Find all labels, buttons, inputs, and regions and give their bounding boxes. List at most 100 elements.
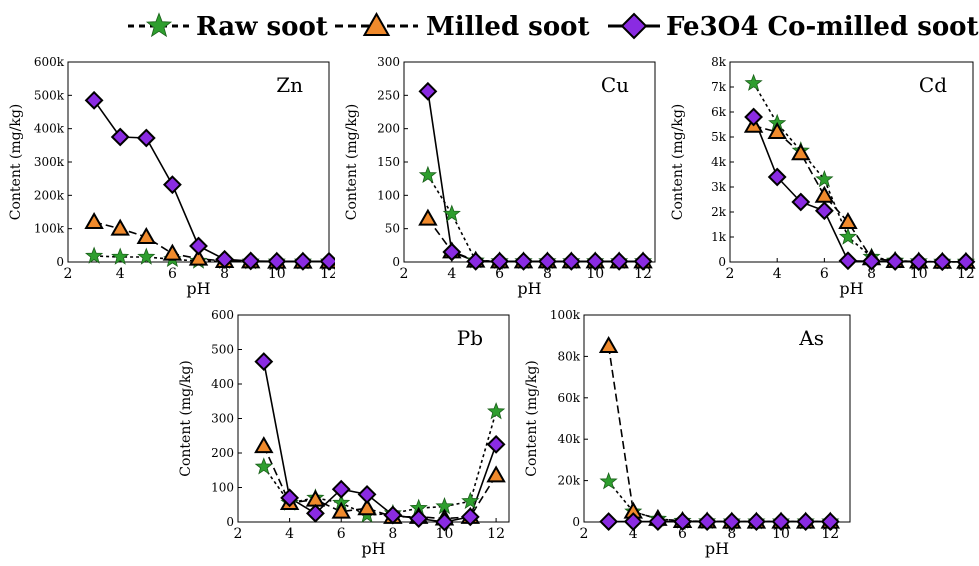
- series-line-1: [607, 345, 831, 523]
- series-2-point-5: [722, 512, 742, 532]
- y-tick-label: 20k: [557, 474, 580, 488]
- panel-title: Cu: [601, 73, 629, 97]
- y-tick-label: 7k: [711, 80, 727, 94]
- series-2-point-7: [585, 251, 605, 271]
- y-axis-label: Content (mg/kg): [8, 104, 24, 220]
- y-tick-label: 500k: [34, 88, 65, 102]
- series-2-point-1: [623, 512, 643, 532]
- y-tick-label: 250: [377, 88, 400, 102]
- series-2-point-9: [319, 251, 339, 271]
- series-2-point-9: [633, 251, 653, 271]
- chart-svg-cu: 0 50 100 150 200 250 300 2 4 6 8 10 12 pH Content (mg/…: [344, 55, 656, 298]
- series-line-0: [752, 82, 966, 263]
- series-2-point-6: [746, 512, 766, 532]
- series-1-point-1: [110, 218, 130, 236]
- x-tick-label: 2: [726, 266, 735, 282]
- series-1-point-2: [305, 489, 326, 507]
- y-tick-label: 300k: [34, 155, 65, 169]
- x-tick-label: 12: [634, 266, 652, 282]
- y-tick-label: 4k: [711, 155, 727, 169]
- y-tick-label: 8k: [711, 55, 727, 69]
- x-tick-label: 6: [337, 526, 346, 542]
- chart-panel-cd: 0 1k 2k 3k 4k 5k 6k 7k 8k 2 4 6 8 10 12 pH Content (mg/k…: [662, 52, 979, 302]
- series-2-point-3: [162, 175, 182, 195]
- series-2-point-9: [956, 252, 976, 272]
- series-2-point-1: [110, 127, 130, 147]
- x-tick-label: 6: [495, 266, 504, 282]
- y-tick-label: 60k: [557, 391, 580, 405]
- series-2-point-6: [885, 252, 905, 271]
- series-2-point-3: [814, 201, 834, 221]
- y-tick-label: 5k: [711, 130, 727, 144]
- series-1-point-3: [162, 243, 183, 261]
- x-tick-label: 12: [320, 266, 335, 282]
- x-tick-label: 4: [629, 526, 638, 542]
- y-tick-label: 600k: [34, 55, 65, 69]
- panel-title: Cd: [919, 73, 947, 97]
- series-2-point-8: [460, 507, 480, 527]
- x-tick-label: 2: [234, 526, 243, 542]
- series-1-point-1: [767, 121, 787, 139]
- series-0-point-0: [418, 165, 437, 184]
- y-tick-label: 100: [377, 188, 400, 202]
- y-tick-label: 3k: [711, 180, 727, 194]
- series-0-point-1: [442, 204, 461, 222]
- series-line-1: [263, 445, 497, 520]
- x-tick-label: 2: [64, 266, 73, 282]
- series-2-point-8: [609, 251, 629, 271]
- series-2-point-7: [771, 512, 791, 532]
- series-2-point-0: [254, 352, 274, 371]
- series-line-1: [753, 125, 966, 263]
- x-tick-label: 10: [772, 526, 790, 542]
- chart-panel-zn: 0 100k 200k 300k 400k 500k 600k 2 4 6 8 10 12 pH Conte…: [0, 52, 339, 302]
- series-2-point-4: [514, 251, 533, 271]
- x-tick-label: 10: [268, 266, 286, 282]
- y-tick-label: 400k: [34, 122, 65, 136]
- series-2-point-5: [383, 505, 403, 525]
- series-0-point-1: [111, 247, 130, 265]
- series-0-point-4: [838, 227, 858, 245]
- series-2-point-8: [932, 252, 952, 272]
- legend-marker-point-1: [362, 11, 391, 36]
- chart-panel-pb: 0 100 200 300 400 500 600 2 4 6 8 10 12 pH Content (mg…: [170, 305, 515, 562]
- x-tick-label: 4: [285, 526, 294, 542]
- y-tick-label: 200: [377, 122, 400, 136]
- series-2-point-4: [357, 484, 377, 504]
- x-tick-label: 6: [820, 266, 829, 282]
- series-line-0: [607, 481, 831, 523]
- x-axis-label: pH: [361, 539, 385, 558]
- y-tick-label: 2k: [711, 205, 727, 219]
- series-2-point-0: [599, 512, 619, 532]
- series-2-point-4: [189, 236, 208, 256]
- series-1-point-3: [331, 501, 351, 519]
- x-tick-label: 12: [821, 526, 839, 542]
- series-2-point-7: [909, 252, 929, 272]
- x-tick-label: 4: [116, 266, 125, 282]
- series-2-point-5: [862, 251, 881, 271]
- y-axis-label: Content (mg/kg): [178, 360, 194, 476]
- series-0-point-0: [85, 246, 104, 264]
- x-tick-label: 8: [867, 266, 876, 282]
- y-tick-label: 100: [211, 481, 234, 495]
- y-tick-label: 0: [392, 255, 400, 269]
- series-2-point-7: [435, 512, 454, 532]
- y-tick-label: 50: [385, 222, 400, 236]
- y-tick-label: 0: [718, 255, 726, 269]
- x-axis-label: pH: [705, 539, 729, 558]
- chart-svg-pb: 0 100 200 300 400 500 600 2 4 6 8 10 12 pH Content (mg…: [178, 308, 510, 558]
- y-tick-label: 600: [211, 308, 234, 322]
- legend-label-1: Milled soot: [426, 12, 590, 42]
- series-1-point-4: [357, 498, 377, 516]
- series-line-2: [263, 361, 497, 523]
- series-line-2: [93, 99, 329, 263]
- series-0-point-9: [487, 402, 506, 420]
- series-line-2: [427, 91, 643, 263]
- y-tick-label: 40k: [557, 432, 580, 446]
- x-tick-label: 4: [773, 266, 782, 282]
- y-tick-label: 300: [377, 55, 400, 69]
- chart-panel-cu: 0 50 100 150 200 250 300 2 4 6 8 10 12 pH Content (mg/…: [336, 52, 661, 302]
- series-2-point-1: [767, 167, 787, 187]
- series-1-point-3: [814, 185, 835, 203]
- legend-label-0: Raw soot: [196, 12, 328, 42]
- chart-panel-as: 0 20k 40k 60k 80k 100k 2 4 6 8 10 12 pH Content (mg/k…: [516, 305, 856, 562]
